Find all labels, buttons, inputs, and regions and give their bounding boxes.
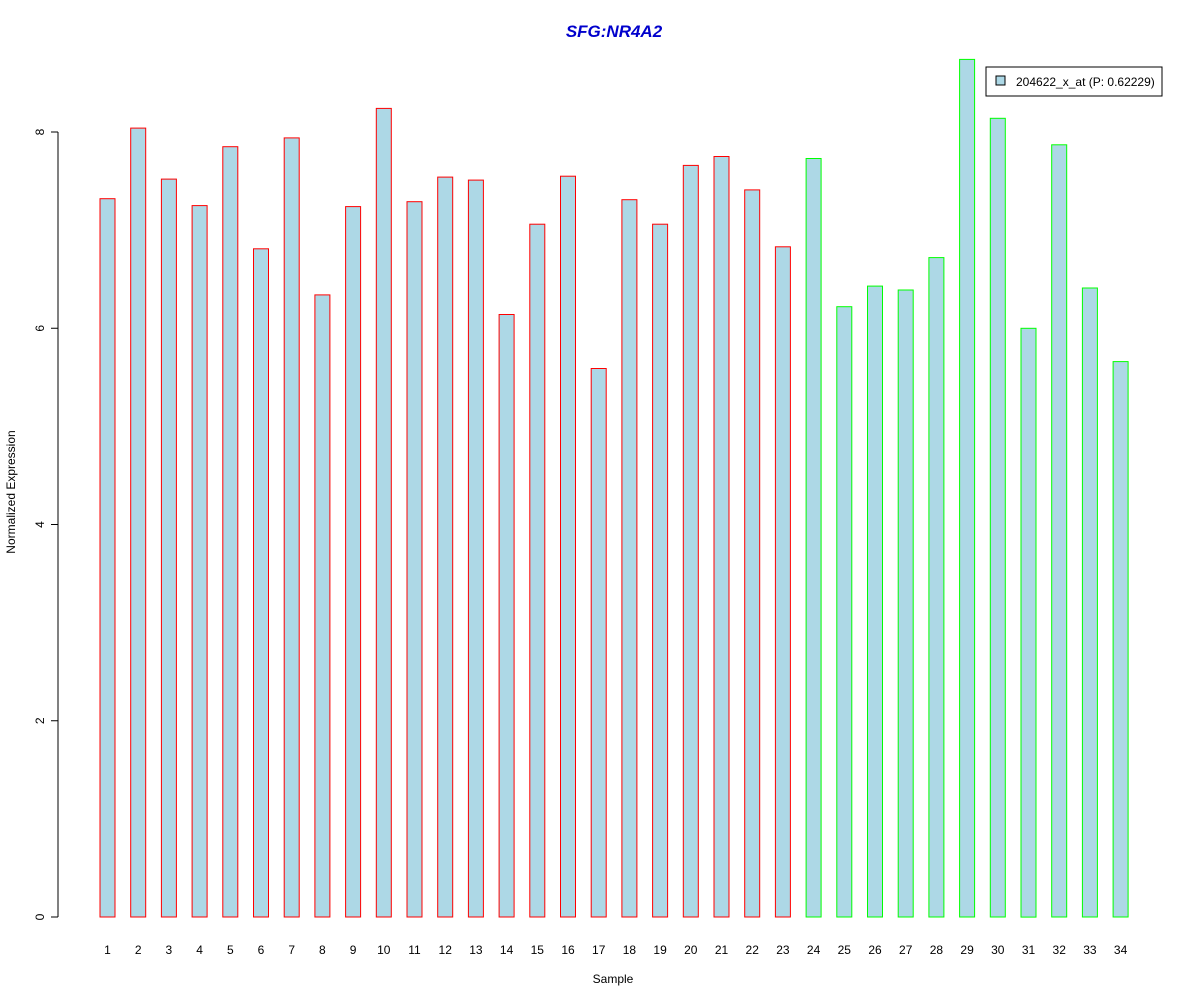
x-tick-label: 12 [439, 943, 453, 957]
bar [1020, 327, 1037, 918]
x-tick-label: 30 [991, 943, 1005, 957]
bar [560, 175, 576, 918]
bar [836, 306, 853, 918]
bar [928, 257, 945, 918]
bar [682, 164, 699, 918]
bar [1081, 287, 1098, 918]
x-tick-label: 11 [408, 943, 421, 957]
bar [191, 205, 208, 918]
x-tick-label: 32 [1053, 943, 1067, 957]
x-tick-label: 31 [1022, 943, 1036, 957]
x-tick-label: 22 [746, 943, 760, 957]
legend-label: 204622_x_at (P: 0.62229) [1016, 75, 1155, 89]
bar [498, 314, 515, 918]
x-tick-label: 23 [776, 943, 790, 957]
x-tick-label: 26 [868, 943, 882, 957]
x-tick-label: 3 [166, 943, 173, 957]
x-tick-label: 2 [135, 943, 142, 957]
y-axis: 0 2 4 6 8 [33, 128, 59, 920]
bar [437, 176, 454, 918]
y-tick-label: 8 [33, 128, 47, 135]
x-tick-label: 14 [500, 943, 514, 957]
bar [713, 156, 730, 918]
x-tick-label: 13 [469, 943, 483, 957]
bar [867, 285, 883, 918]
bar [774, 246, 791, 918]
bar [345, 206, 362, 918]
bar [590, 368, 607, 918]
x-tick-label: 27 [899, 943, 913, 957]
bar [283, 137, 300, 918]
x-tick-label: 19 [653, 943, 667, 957]
y-axis-label: Normalized Expression [4, 430, 18, 553]
bar [1051, 144, 1068, 918]
x-tick-label: 17 [592, 943, 606, 957]
legend: 204622_x_at (P: 0.62229) [985, 66, 1163, 97]
x-tick-label: 15 [531, 943, 545, 957]
bars [99, 58, 1129, 918]
bar [314, 294, 331, 918]
y-tick-label: 4 [33, 521, 47, 528]
bar [652, 223, 669, 918]
bar [406, 201, 423, 918]
bar [467, 179, 484, 918]
x-tick-label: 4 [196, 943, 203, 957]
bar [1112, 361, 1129, 918]
bar [222, 146, 239, 918]
legend-box [985, 66, 1163, 97]
bar [805, 158, 822, 918]
bar [99, 198, 116, 918]
x-tick-label: 29 [960, 943, 974, 957]
x-tick-label: 21 [715, 943, 729, 957]
y-tick-label: 6 [33, 325, 47, 332]
x-tick-label: 5 [227, 943, 234, 957]
x-tick-label: 6 [258, 943, 265, 957]
bar [375, 107, 392, 918]
x-tick-label: 28 [930, 943, 944, 957]
x-tick-label: 25 [838, 943, 852, 957]
x-tick-label: 1 [104, 943, 111, 957]
bar [160, 178, 177, 918]
y-tick-label: 2 [33, 717, 47, 724]
x-tick-label: 9 [350, 943, 357, 957]
bar [897, 289, 914, 918]
x-tick-label: 33 [1083, 943, 1097, 957]
chart-title: SFG:NR4A2 [566, 22, 663, 41]
bar [130, 127, 147, 918]
x-tick-label: 20 [684, 943, 698, 957]
x-tick-label: 16 [561, 943, 575, 957]
bar [621, 199, 638, 918]
legend-swatch [995, 75, 1006, 86]
bar [959, 58, 976, 918]
bar [744, 189, 761, 918]
x-axis: 1 2 3 4 5 6 7 8 9 10 11 12 13 14 15 16 17 18 19 20 21 22 23 24 2… [104, 943, 1127, 957]
x-tick-label: 10 [377, 943, 391, 957]
x-axis-label: Sample [593, 972, 634, 986]
bar [253, 248, 269, 918]
x-tick-label: 18 [623, 943, 637, 957]
x-tick-label: 8 [319, 943, 326, 957]
x-tick-label: 7 [288, 943, 295, 957]
y-tick-label: 0 [33, 913, 47, 920]
x-tick-label: 34 [1114, 943, 1128, 957]
bar [989, 117, 1006, 918]
bar [529, 223, 546, 918]
x-tick-label: 24 [807, 943, 821, 957]
